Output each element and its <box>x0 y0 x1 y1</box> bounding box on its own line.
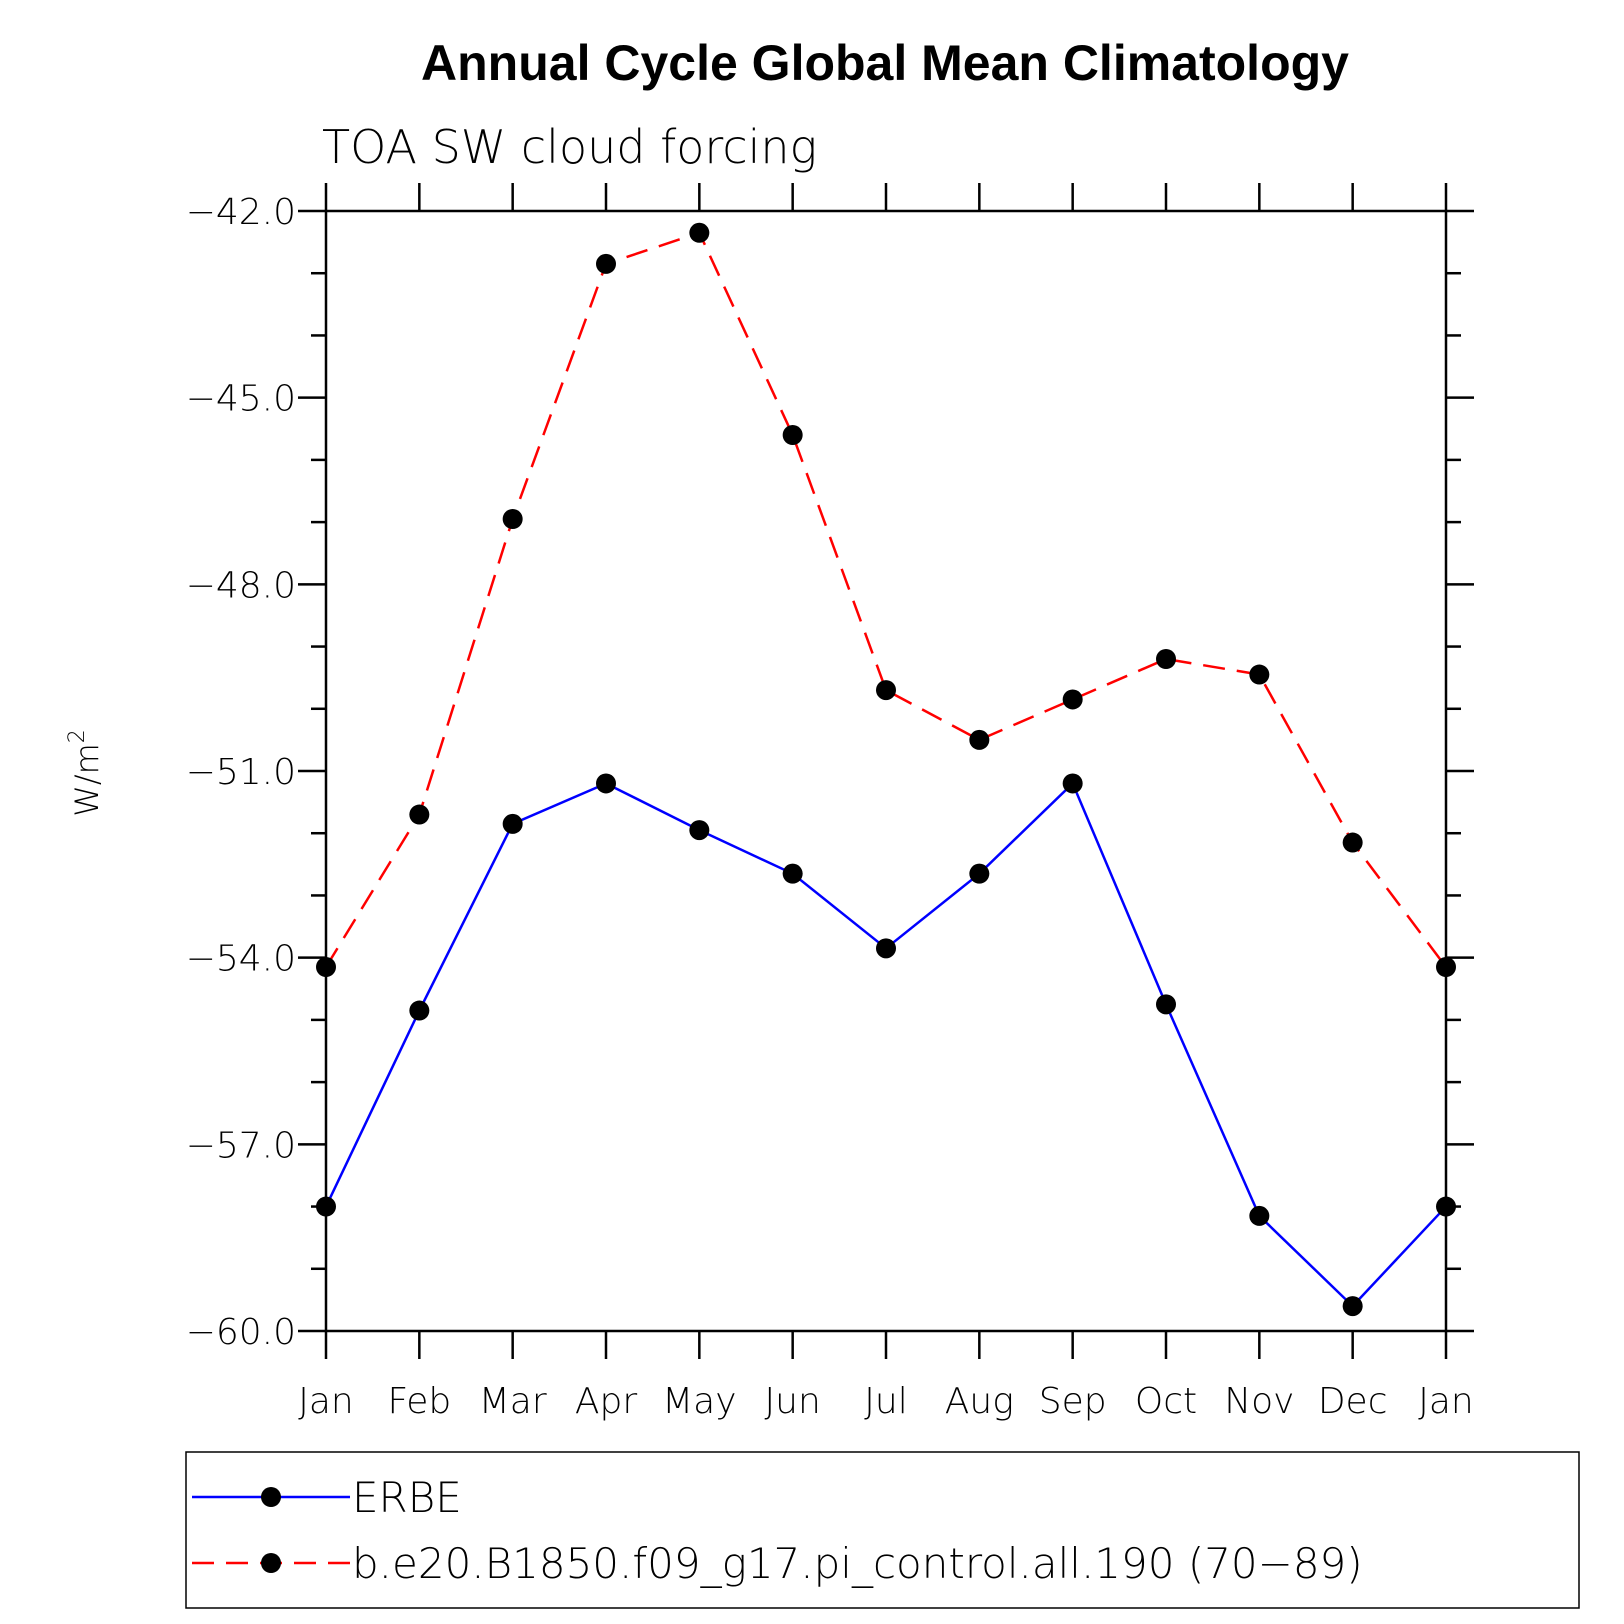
series-1-point <box>1342 832 1363 853</box>
series-layer <box>316 222 1456 1317</box>
legend-box <box>185 1451 1580 1609</box>
series-0-point <box>1342 1296 1363 1317</box>
y-tick-label: −48.0 <box>186 565 296 606</box>
x-tick-label: May <box>662 1381 736 1422</box>
legend-label-0: ERBE <box>352 1473 462 1522</box>
x-tick-label: Oct <box>1135 1381 1197 1422</box>
x-tick-label: Jul <box>864 1381 907 1422</box>
series-1-point <box>1436 957 1456 977</box>
x-tick-label: Nov <box>1224 1381 1294 1422</box>
x-tick-label: Feb <box>387 1381 451 1422</box>
series-1-point <box>782 425 803 445</box>
y-tick-label: −42.0 <box>186 192 296 233</box>
legend-label-1: b.e20.B1850.f09_g17.pi_control.all.190 (… <box>352 1539 1363 1588</box>
x-tick-label: Jan <box>298 1381 354 1422</box>
series-0-point <box>596 773 616 794</box>
series-0-point <box>1062 773 1083 794</box>
series-1-point <box>1062 689 1083 710</box>
series-0-point <box>969 863 990 884</box>
series-0-point <box>409 1000 430 1021</box>
series-1-point <box>689 222 710 243</box>
series-0-point <box>502 813 523 834</box>
series-1-point <box>316 957 336 977</box>
y-axis-label-unit: W/m <box>68 743 106 817</box>
y-axis-label: W/m2 <box>65 729 106 817</box>
y-tick-label: −45.0 <box>186 379 296 420</box>
series-1-point <box>1156 649 1176 669</box>
series-1-point <box>596 253 616 274</box>
y-axis-label-exponent: 2 <box>65 729 90 743</box>
series-1-point <box>969 729 990 750</box>
x-tick-label: Sep <box>1039 1381 1107 1422</box>
series-1-point <box>502 509 523 529</box>
legend-marker-0 <box>261 1487 281 1507</box>
y-tick-label: −51.0 <box>186 752 296 793</box>
y-tick-label: −57.0 <box>186 1125 296 1166</box>
axes: Jan Feb Mar Apr May Jun Jul Aug Sep Oct Nov Dec Jan−… <box>186 183 1474 1422</box>
series-0-point <box>1436 1196 1456 1217</box>
legend: ERBE b.e20.B1850.f09_g17.pi_control.all.1… <box>192 1473 1363 1588</box>
y-tick-label: −60.0 <box>186 1312 296 1353</box>
chart-subtitle: TOA SW cloud forcing <box>322 120 817 174</box>
x-tick-label: Aug <box>945 1381 1014 1422</box>
series-line-1 <box>324 231 1447 968</box>
x-tick-label: Mar <box>479 1381 547 1422</box>
series-0-point <box>316 1196 336 1217</box>
chart-title: Annual Cycle Global Mean Climatology <box>421 35 1349 91</box>
series-1-point <box>1249 664 1270 685</box>
plot-frame <box>324 209 1448 1333</box>
series-1-point <box>409 804 430 825</box>
series-line-0 <box>324 781 1447 1308</box>
x-tick-label: Jun <box>765 1381 821 1422</box>
series-0-point <box>1249 1205 1270 1226</box>
series-0-point <box>876 938 896 959</box>
series-0-point <box>689 820 710 841</box>
x-tick-label: Dec <box>1318 1381 1388 1422</box>
series-0-point <box>1156 994 1176 1015</box>
series-1-point <box>876 680 896 701</box>
legend-marker-1 <box>261 1553 281 1573</box>
x-tick-label: Jan <box>1418 1381 1474 1422</box>
y-tick-label: −54.0 <box>186 939 296 980</box>
x-tick-label: Apr <box>575 1381 637 1422</box>
series-0-point <box>782 863 803 884</box>
